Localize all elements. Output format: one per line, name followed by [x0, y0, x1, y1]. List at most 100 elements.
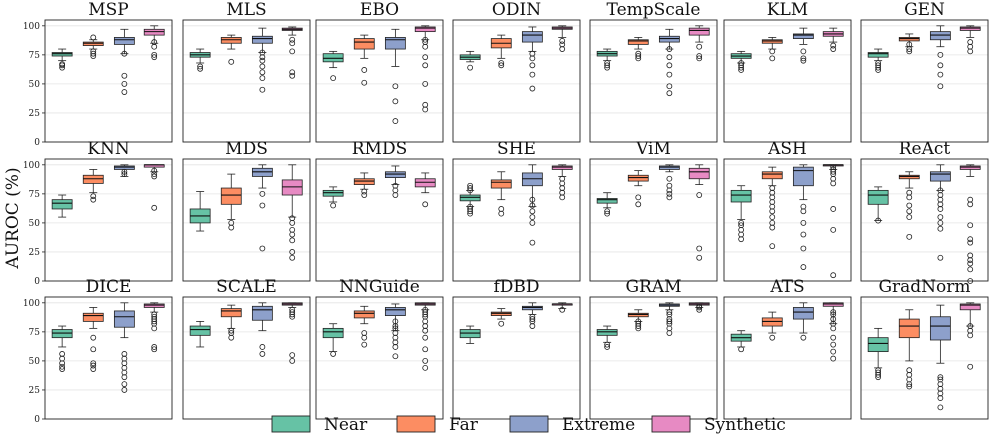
- outlier-point: [59, 351, 66, 357]
- panel-frame: [860, 19, 989, 143]
- outlier-point: [666, 71, 673, 78]
- panel-title: ViM: [635, 139, 671, 159]
- box-synthetic: [822, 27, 844, 52]
- box-far: [353, 305, 375, 348]
- box-iqr: [353, 38, 375, 50]
- box-far: [627, 309, 649, 332]
- outlier-point: [604, 60, 611, 66]
- box-iqr: [730, 189, 752, 203]
- y-tick-label: 100: [23, 22, 40, 32]
- box-far: [898, 33, 920, 55]
- panel-ebo: EBO: [315, 0, 444, 143]
- outlier-point: [967, 196, 974, 203]
- panel-title: MLS: [226, 0, 266, 20]
- y-tick-label: 0: [34, 138, 40, 148]
- box-iqr: [627, 39, 649, 45]
- box-near: [51, 194, 73, 218]
- box-extreme: [384, 303, 406, 360]
- box-iqr: [113, 37, 135, 45]
- panel-gradnorm: GradNorm: [860, 277, 989, 420]
- outlier-point: [392, 118, 399, 124]
- panel-dice: DICE 0 25 50 75 100: [23, 277, 173, 425]
- outlier-point: [289, 254, 296, 261]
- outlier-point: [967, 252, 974, 259]
- box-iqr: [490, 179, 512, 189]
- panel-frame: [44, 296, 173, 420]
- box-extreme: [521, 26, 543, 92]
- outlier-point: [830, 42, 837, 49]
- outlier-point: [937, 254, 944, 261]
- outlier-point: [59, 363, 66, 370]
- outlier-point: [559, 38, 566, 44]
- box-near: [867, 327, 889, 381]
- outlier-point: [121, 171, 128, 178]
- panel-frame: [315, 296, 444, 420]
- outlier-point: [197, 65, 204, 72]
- legend-item-far: Far: [396, 415, 479, 435]
- box-extreme: [251, 27, 273, 93]
- box-extreme: [521, 302, 543, 329]
- box-iqr: [596, 198, 618, 204]
- outlier-point: [259, 351, 266, 357]
- outlier-point: [422, 364, 429, 371]
- panel-title: fDBD: [493, 277, 539, 297]
- box-near: [322, 50, 344, 81]
- legend-item-synthetic: Synthetic: [651, 415, 786, 435]
- outlier-point: [422, 306, 429, 313]
- box-synthetic: [688, 25, 710, 62]
- outlier-point: [529, 239, 536, 246]
- outlier-point: [289, 40, 296, 47]
- box-iqr: [959, 165, 981, 170]
- outlier-point: [830, 166, 837, 173]
- box-far: [353, 34, 375, 86]
- panel-tempscale: TempScale: [589, 0, 718, 143]
- box-iqr: [82, 174, 104, 184]
- outlier-point: [696, 254, 703, 261]
- panel-nnguide: NNGuide: [315, 277, 444, 420]
- outlier-point: [259, 245, 266, 252]
- outlier-point: [151, 54, 158, 61]
- outlier-point: [666, 182, 673, 189]
- panel-react: ReAct: [860, 139, 989, 284]
- outlier-point: [937, 225, 944, 232]
- outlier-point: [90, 50, 97, 57]
- box-iqr: [822, 302, 844, 307]
- outlier-point: [830, 309, 837, 316]
- box-extreme: [929, 304, 951, 411]
- box-extreme: [251, 164, 273, 252]
- box-iqr: [322, 327, 344, 339]
- legend-item-extreme: Extreme: [509, 415, 635, 435]
- y-tick-label: 0: [34, 277, 40, 287]
- outlier-point: [59, 64, 66, 71]
- outlier-point: [90, 196, 97, 203]
- outlier-point: [800, 334, 807, 341]
- panel-frame: [589, 19, 718, 143]
- box-near: [459, 182, 481, 217]
- outlier-point: [635, 320, 642, 327]
- box-near: [322, 186, 344, 209]
- outlier-point: [967, 39, 974, 45]
- outlier-point: [875, 367, 882, 374]
- outlier-point: [289, 215, 296, 222]
- outlier-point: [330, 351, 337, 357]
- outlier-point: [666, 46, 673, 52]
- box-extreme: [384, 165, 406, 198]
- box-iqr: [898, 318, 920, 339]
- outlier-point: [151, 51, 158, 58]
- outlier-point: [967, 266, 974, 273]
- outlier-point: [559, 306, 566, 313]
- outlier-point: [937, 51, 944, 58]
- box-iqr: [627, 312, 649, 318]
- box-synthetic: [143, 164, 165, 211]
- box-iqr: [51, 329, 73, 339]
- outlier-point: [635, 50, 642, 57]
- box-near: [459, 50, 481, 71]
- panel-title: GEN: [904, 0, 945, 20]
- panel-frame: [589, 296, 718, 420]
- panel-she: SHE: [452, 139, 581, 282]
- outlier-point: [330, 202, 337, 209]
- panel-odin: ODIN: [452, 0, 581, 143]
- panel-title: ReAct: [899, 139, 951, 159]
- outlier-point: [875, 369, 882, 376]
